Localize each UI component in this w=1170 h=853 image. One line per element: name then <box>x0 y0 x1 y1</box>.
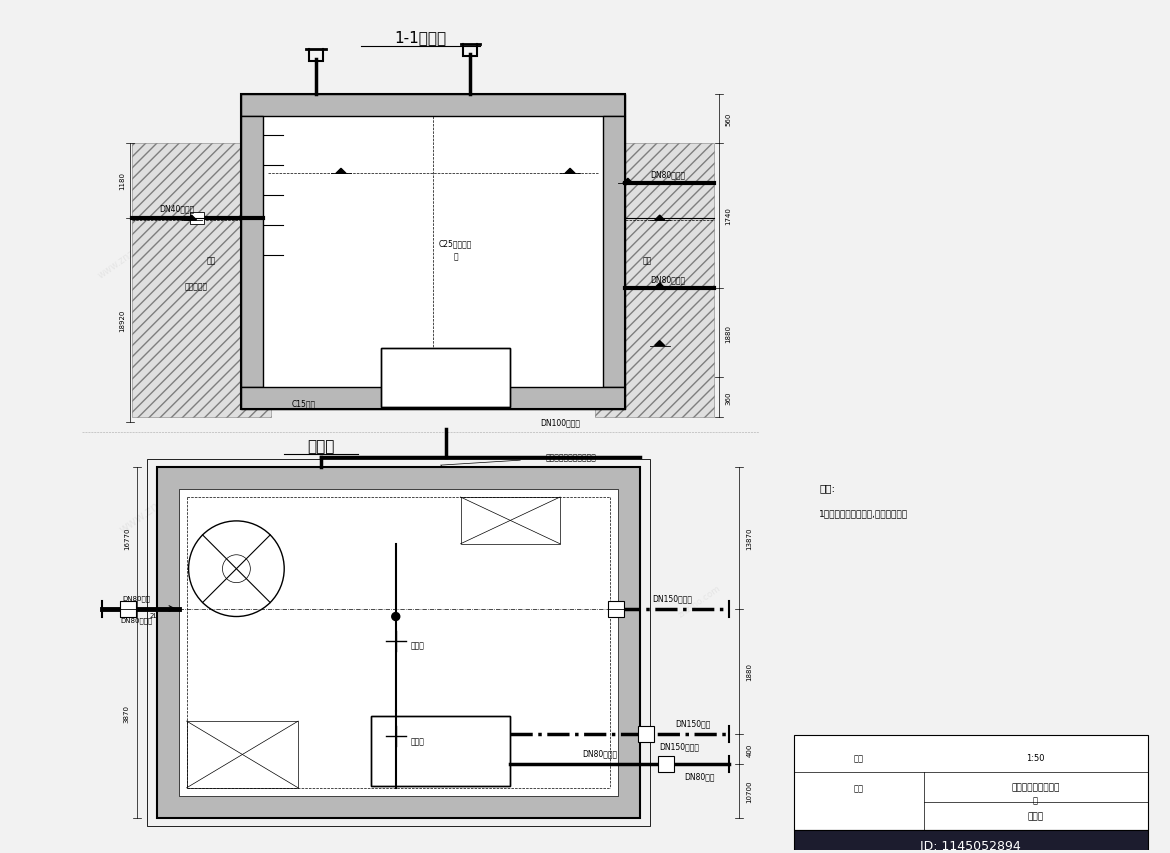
FancyBboxPatch shape <box>190 213 204 225</box>
Bar <box>146 460 649 826</box>
Text: 360: 360 <box>725 392 731 404</box>
FancyBboxPatch shape <box>794 830 1148 853</box>
Text: 方形水池地进、出水: 方形水池地进、出水 <box>1011 782 1059 792</box>
Text: 比例: 比例 <box>854 753 863 763</box>
Text: www.znzmo.com: www.znzmo.com <box>96 225 168 280</box>
Text: 1880: 1880 <box>725 324 731 342</box>
FancyBboxPatch shape <box>157 467 640 818</box>
Text: 说明:: 说明: <box>819 483 835 492</box>
Text: 位置图: 位置图 <box>1027 811 1044 821</box>
FancyBboxPatch shape <box>658 756 674 772</box>
FancyBboxPatch shape <box>371 717 510 786</box>
Text: DN80溢水管: DN80溢水管 <box>651 171 686 180</box>
Text: DN80供水管: DN80供水管 <box>651 275 686 284</box>
FancyBboxPatch shape <box>380 348 510 408</box>
Text: 抢滩: 抢滩 <box>207 256 216 265</box>
Text: DN100排污管: DN100排污管 <box>541 418 580 427</box>
Text: 10700: 10700 <box>746 780 752 802</box>
Text: 临时开挖线: 临时开挖线 <box>185 282 208 291</box>
Polygon shape <box>622 179 633 184</box>
Text: 1-1剖面图: 1-1剖面图 <box>394 31 447 45</box>
FancyBboxPatch shape <box>241 116 263 388</box>
Polygon shape <box>655 216 665 221</box>
Text: 400: 400 <box>746 742 752 756</box>
Text: DN80供水管: DN80供水管 <box>583 749 618 757</box>
Text: DN150排污管: DN150排污管 <box>660 741 700 751</box>
Text: DN150溢水管: DN150溢水管 <box>653 594 693 602</box>
Text: 通风管: 通风管 <box>411 737 425 746</box>
Text: 13870: 13870 <box>746 527 752 549</box>
Text: 2L: 2L <box>150 612 158 618</box>
Text: 图名: 图名 <box>854 783 863 792</box>
Text: 16770: 16770 <box>124 527 130 549</box>
Polygon shape <box>655 283 665 288</box>
Text: DN80进水管: DN80进水管 <box>121 617 153 623</box>
Text: ID: 1145052894: ID: 1145052894 <box>920 839 1021 852</box>
Text: 18920: 18920 <box>119 309 125 332</box>
Text: 顶板预留水位传示装置孔: 顶板预留水位传示装置孔 <box>545 453 596 462</box>
Text: DN40进水管: DN40进水管 <box>159 205 194 213</box>
Text: DN150阀阀: DN150阀阀 <box>675 719 710 728</box>
Polygon shape <box>655 341 665 346</box>
Polygon shape <box>596 144 715 418</box>
Text: 1740: 1740 <box>725 207 731 225</box>
Polygon shape <box>186 216 197 221</box>
FancyBboxPatch shape <box>263 116 603 388</box>
Text: www.znzmo.com: www.znzmo.com <box>117 467 207 536</box>
FancyBboxPatch shape <box>638 726 654 742</box>
Text: DN80阀阀: DN80阀阀 <box>123 595 151 601</box>
Polygon shape <box>132 144 271 418</box>
Text: 管: 管 <box>1033 795 1038 804</box>
Text: 1880: 1880 <box>746 663 752 681</box>
Text: 1、图中尺寸以毫米计,高程以米计。: 1、图中尺寸以毫米计,高程以米计。 <box>819 509 908 518</box>
FancyBboxPatch shape <box>794 735 1148 830</box>
Text: C25钢筋混凝: C25钢筋混凝 <box>439 239 473 248</box>
Text: 通风管: 通风管 <box>411 640 425 649</box>
FancyBboxPatch shape <box>608 601 624 617</box>
Polygon shape <box>565 169 574 174</box>
Polygon shape <box>336 169 346 174</box>
Text: 抢滩: 抢滩 <box>644 256 653 265</box>
Text: 1:50: 1:50 <box>1026 753 1045 763</box>
Text: DN80阀阀: DN80阀阀 <box>684 771 715 780</box>
Text: 土: 土 <box>453 252 457 261</box>
Text: 平面图: 平面图 <box>308 438 335 453</box>
FancyBboxPatch shape <box>179 490 618 796</box>
FancyBboxPatch shape <box>119 601 136 617</box>
Text: 1180: 1180 <box>119 172 125 190</box>
Text: C15垫层: C15垫层 <box>291 398 315 408</box>
FancyBboxPatch shape <box>241 388 625 410</box>
FancyBboxPatch shape <box>241 95 625 116</box>
FancyBboxPatch shape <box>603 116 625 388</box>
Circle shape <box>392 612 400 621</box>
Text: 3870: 3870 <box>124 705 130 722</box>
Text: znzmo.com: znzmo.com <box>676 583 722 618</box>
Text: 560: 560 <box>725 113 731 126</box>
Text: www.znzmo.com: www.znzmo.com <box>644 146 716 200</box>
